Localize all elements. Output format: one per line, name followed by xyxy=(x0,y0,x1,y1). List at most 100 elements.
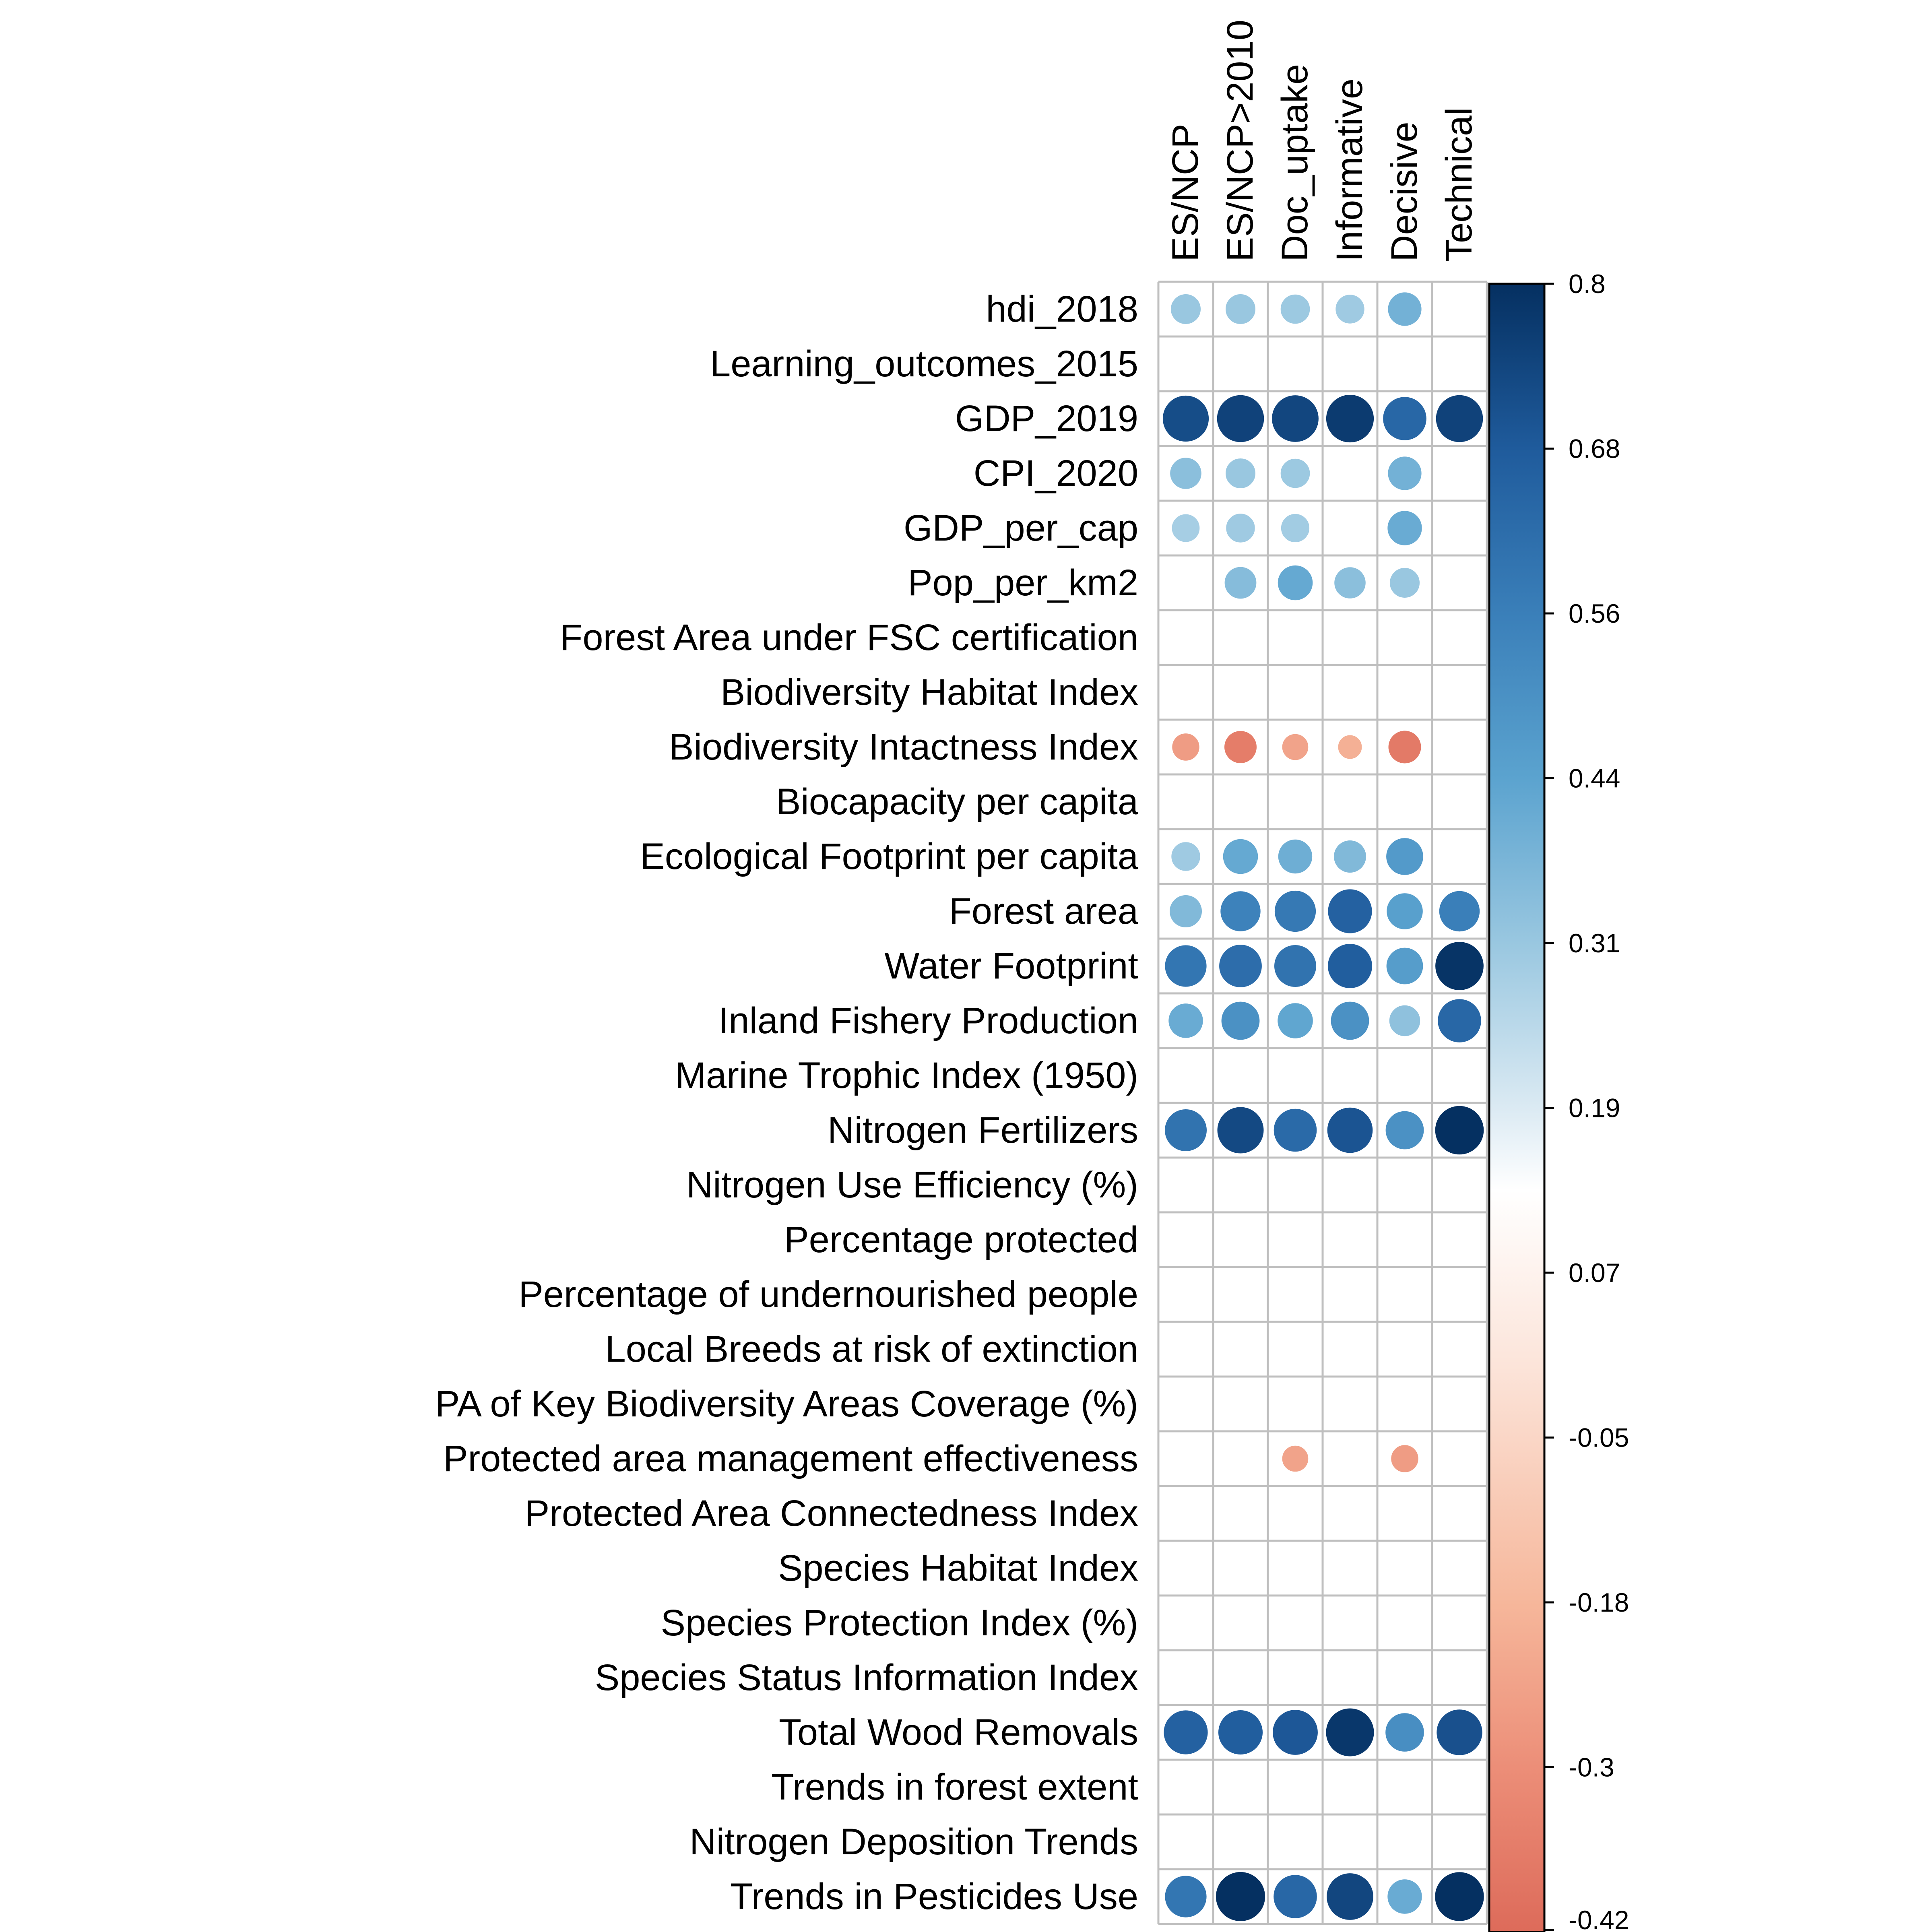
column-label: ES/NCP xyxy=(1165,124,1206,262)
colorbar-tick-label: 0.56 xyxy=(1569,599,1620,628)
correlation-circle xyxy=(1225,512,1256,544)
correlation-circle xyxy=(1385,946,1424,986)
row-label: Inland Fishery Production xyxy=(718,1000,1138,1041)
row-label: Ecological Footprint per capita xyxy=(640,836,1138,877)
correlation-circle xyxy=(1384,1110,1425,1151)
correlation-circle xyxy=(1389,567,1421,599)
correlation-circle xyxy=(1216,394,1265,444)
correlation-circle xyxy=(1326,1106,1374,1154)
correlation-circle xyxy=(1164,944,1208,988)
row-label: Nitrogen Deposition Trends xyxy=(689,1821,1138,1862)
correlation-circle xyxy=(1224,457,1257,489)
colorbar-tick-label: -0.42 xyxy=(1569,1905,1629,1932)
row-label: Trends in Pesticides Use xyxy=(730,1876,1138,1917)
row-label: Species Protection Index (%) xyxy=(661,1602,1138,1643)
correlation-circle xyxy=(1327,888,1373,935)
correlation-circle xyxy=(1334,293,1366,325)
row-label: Biocapacity per capita xyxy=(776,781,1139,822)
grid xyxy=(1157,281,1488,1925)
correlation-circle xyxy=(1272,1107,1318,1153)
correlation-circle xyxy=(1385,837,1424,876)
correlation-circle xyxy=(1218,943,1263,989)
correlation-circle xyxy=(1162,1709,1209,1756)
row-label: Protected area management effectiveness xyxy=(443,1438,1138,1479)
row-label: Forest Area under FSC certification xyxy=(560,617,1138,658)
column-labels: ES/NCP ES/NCP>2010 Doc_uptake Informative De… xyxy=(1165,20,1480,262)
colorbar-tick-label: 0.07 xyxy=(1569,1258,1620,1288)
correlation-circle xyxy=(1224,293,1257,325)
correlation-circle xyxy=(1277,838,1314,875)
correlation-circle xyxy=(1387,455,1423,491)
correlation-circle xyxy=(1325,1707,1375,1758)
column-label: Informative xyxy=(1329,78,1370,262)
correlation-circle xyxy=(1170,293,1202,325)
row-label: GDP_2019 xyxy=(955,398,1138,439)
colorbar-tick-label: 0.31 xyxy=(1569,928,1620,958)
correlation-circle xyxy=(1390,1444,1420,1474)
row-label: Total Wood Removals xyxy=(779,1712,1138,1753)
row-label: Percentage protected xyxy=(784,1219,1138,1260)
correlation-circle xyxy=(1337,734,1363,760)
colorbar-tick-label: 0.8 xyxy=(1569,269,1606,299)
correlation-circle xyxy=(1276,564,1314,602)
correlation-circle xyxy=(1325,1872,1375,1921)
correlation-circle xyxy=(1271,1709,1319,1756)
correlation-circle xyxy=(1169,456,1203,490)
correlation-circle xyxy=(1434,1104,1485,1156)
row-label: Biodiversity Intactness Index xyxy=(669,727,1138,768)
row-label: Local Breeds at risk of extinction xyxy=(605,1329,1138,1370)
colorbar-tick-label: -0.18 xyxy=(1569,1587,1629,1617)
row-labels: hdi_2018 Learning_outcomes_2015 GDP_2019 CP… xyxy=(435,289,1139,1917)
colorbar-tick-label: 0.68 xyxy=(1569,434,1620,464)
row-label: hdi_2018 xyxy=(986,289,1138,330)
correlation-circle xyxy=(1273,889,1317,933)
correlation-circle xyxy=(1281,1444,1310,1473)
row-label: Trends in forest extent xyxy=(771,1767,1138,1808)
row-label: Percentage of undernourished people xyxy=(518,1274,1138,1315)
correlation-circle xyxy=(1384,1712,1425,1753)
correlation-circle xyxy=(1167,1002,1204,1039)
correlation-circle xyxy=(1273,944,1317,988)
colorbar-gradient xyxy=(1488,283,1546,1932)
row-label: Species Habitat Index xyxy=(778,1548,1138,1589)
correlation-circle xyxy=(1388,1004,1422,1038)
colorbar-tick-label: -0.05 xyxy=(1569,1423,1629,1453)
row-label: Protected Area Connectedness Index xyxy=(525,1493,1138,1534)
correlation-circle xyxy=(1222,838,1259,875)
row-label: Marine Trophic Index (1950) xyxy=(675,1055,1138,1096)
column-label: Doc_uptake xyxy=(1274,64,1315,262)
correlation-circle xyxy=(1435,1708,1484,1757)
correlation-circle xyxy=(1168,894,1203,929)
correlation-circle xyxy=(1434,1871,1485,1922)
row-label: Nitrogen Fertilizers xyxy=(828,1110,1138,1151)
correlation-circle xyxy=(1272,1874,1318,1920)
row-label: Species Status Information Index xyxy=(595,1657,1138,1698)
correlation-circle xyxy=(1164,1108,1208,1152)
correlation-circle xyxy=(1281,733,1310,762)
correlation-circle xyxy=(1223,730,1258,764)
row-label: Pop_per_km2 xyxy=(908,562,1138,603)
correlation-circle xyxy=(1434,941,1485,991)
correlation-circle xyxy=(1387,291,1423,327)
correlation-circle xyxy=(1161,394,1210,443)
correlation-circle xyxy=(1382,396,1428,442)
correlation-circle xyxy=(1276,1002,1314,1040)
row-label: CPI_2020 xyxy=(974,453,1138,494)
correlation-circle xyxy=(1170,841,1201,872)
correlation-circle xyxy=(1333,839,1367,874)
correlation-circle xyxy=(1219,890,1262,933)
correlation-circle xyxy=(1386,510,1423,547)
correlation-circle xyxy=(1217,1709,1264,1756)
colorbar-tick-label: -0.3 xyxy=(1569,1752,1614,1782)
correlation-circle xyxy=(1325,393,1375,444)
correlation-circle xyxy=(1223,566,1258,600)
colorbar-tick-label: 0.44 xyxy=(1569,764,1620,793)
row-label: Learning_outcomes_2015 xyxy=(710,343,1138,384)
column-label: Decisive xyxy=(1384,122,1425,262)
correlation-circle xyxy=(1280,512,1311,544)
correlation-circle xyxy=(1220,1000,1261,1041)
colorbar: 0.8 0.68 0.56 0.44 0.31 0.19 0.07 -0.05 -0.18 -0.… xyxy=(1488,269,1629,1932)
correlation-circle xyxy=(1329,1000,1371,1041)
correlation-circle xyxy=(1438,890,1481,933)
